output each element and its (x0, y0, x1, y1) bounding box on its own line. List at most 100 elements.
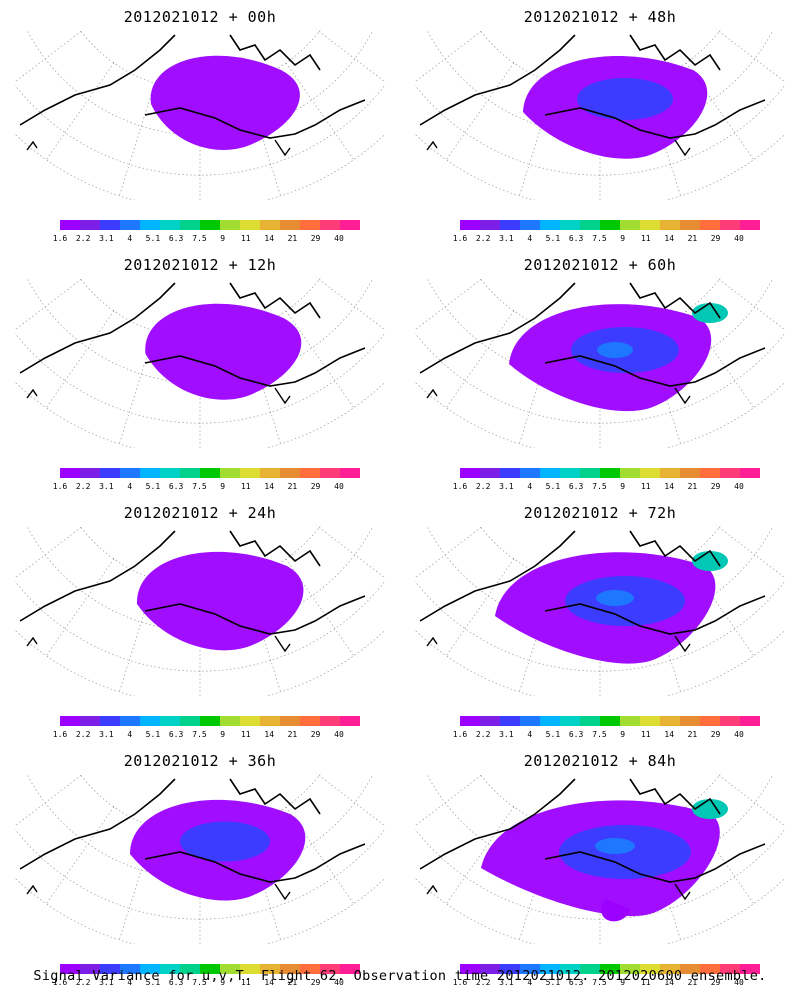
colorbar-tick-label: 21 (687, 978, 698, 987)
colorbar-swatch (160, 964, 180, 974)
variance-field-low (601, 899, 630, 922)
graticule-meridian (15, 278, 59, 280)
colorbar-tick-label: 6.3 (168, 234, 184, 243)
colorbar-swatch (540, 468, 560, 478)
colorbar-swatch (60, 220, 80, 230)
graticule-meridian (318, 31, 385, 83)
graticule-latitude (426, 526, 774, 632)
variance-field-low (150, 55, 300, 150)
colorbar-swatch (740, 468, 760, 478)
colorbar-swatch (520, 220, 540, 230)
colorbar-swatch (200, 220, 220, 230)
colorbar-tick-label: 29 (710, 234, 721, 243)
colorbar-swatch (720, 468, 740, 478)
colorbar-tick-label: 5.1 (145, 978, 161, 987)
coastline (26, 140, 38, 151)
coastline (274, 387, 291, 405)
coastline (419, 778, 576, 870)
colorbar-tick-label: 6.3 (568, 482, 584, 491)
panel-title: 2012021012 + 48h (523, 8, 677, 26)
colorbar-swatch (640, 716, 660, 726)
colorbar-swatch (740, 220, 760, 230)
colorbar-swatch (520, 468, 540, 478)
colorbar-tick-label: 9 (220, 730, 226, 739)
coastline (419, 282, 576, 374)
coastline (144, 347, 366, 387)
colorbar-swatch (700, 964, 720, 974)
colorbar-tick-label: 9 (620, 730, 626, 739)
colorbar-swatch (540, 964, 560, 974)
variance-field-high (692, 551, 728, 571)
panel-title: 2012021012 + 24h (123, 504, 277, 522)
colorbar-tick-label: 1.6 (452, 482, 468, 491)
colorbar-tick-label: 6.3 (168, 978, 184, 987)
colorbar-tick-label: 11 (240, 234, 251, 243)
graticule-meridian (445, 62, 515, 160)
graticule-meridian (741, 30, 785, 32)
colorbar-tick-label: 29 (710, 978, 721, 987)
graticule-meridian (341, 526, 385, 528)
colorbar-tick-label: 29 (310, 234, 321, 243)
graticule-meridian (15, 527, 82, 579)
colorbar-tick-label: 6.3 (568, 234, 584, 243)
coastline (229, 530, 321, 567)
colorbar-tick-label: 11 (640, 730, 651, 739)
colorbar-tick-label: 3.1 (99, 234, 114, 243)
colorbar-tick-label: 3.1 (499, 730, 514, 739)
colorbar-swatch (320, 716, 340, 726)
coastline (629, 530, 721, 567)
coastline (274, 139, 291, 157)
colorbar-tick-label: 29 (310, 730, 321, 739)
colorbar-swatch (280, 220, 300, 230)
graticule-meridian (318, 279, 385, 331)
colorbar-tick-label: 3.1 (99, 978, 114, 987)
map-panel: 2012021012 + 72h 1.6 2.2 3.1 4 5.1 6.3 7.5 9 11 14… (400, 496, 800, 744)
variance-field-low (145, 303, 302, 400)
colorbar-swatch (240, 964, 260, 974)
colorbar-tick-label: 7.5 (192, 730, 207, 739)
coastline (544, 347, 766, 387)
colorbar-tick-label: 5.1 (145, 730, 161, 739)
colorbar-tick-label: 14 (264, 482, 275, 491)
colorbar-tick-label: 2.2 (75, 730, 91, 739)
graticule-meridian (318, 527, 385, 579)
colorbar-ticks: 1.6 2.2 3.1 4 5.1 6.3 7.5 9 11 14 21 29 40 (453, 482, 760, 492)
polar-stereographic-map (15, 774, 385, 944)
graticule-latitude (26, 526, 374, 632)
colorbar-swatch (680, 220, 700, 230)
colorbar-tick-label: 14 (664, 730, 675, 739)
graticule-latitude (26, 278, 374, 384)
colorbar-tick-label: 4 (127, 730, 133, 739)
graticule-meridian (415, 278, 459, 280)
colorbar-swatch (580, 964, 600, 974)
colorbar-swatch (600, 964, 620, 974)
coastline (426, 884, 438, 895)
graticule-meridian (45, 558, 115, 656)
colorbar (460, 716, 760, 726)
colorbar-tick-label: 40 (734, 482, 744, 491)
colorbar-swatch (560, 964, 580, 974)
colorbar-tick-label: 7.5 (192, 234, 207, 243)
variance-field-high (692, 799, 728, 819)
colorbar-swatch (620, 468, 640, 478)
graticule-meridian (718, 279, 785, 331)
coastline (229, 282, 321, 319)
colorbar-swatch (160, 220, 180, 230)
colorbar-tick-label: 6.3 (568, 978, 584, 987)
colorbar-swatch (680, 964, 700, 974)
colorbar-swatch (540, 220, 560, 230)
colorbar-swatch (500, 468, 520, 478)
graticule-meridian (415, 279, 482, 331)
colorbar (60, 468, 360, 478)
colorbar-tick-label: 5.1 (545, 234, 561, 243)
colorbar-swatch (220, 468, 240, 478)
colorbar-tick-label: 11 (640, 978, 651, 987)
colorbar-swatch (520, 964, 540, 974)
variance-field-high (596, 590, 634, 606)
colorbar-tick-label: 11 (240, 482, 251, 491)
colorbar-swatch (520, 716, 540, 726)
map-panel: 2012021012 + 12h 1.6 2.2 3.1 4 5.1 6.3 7.5 9 11 14… (0, 248, 400, 496)
colorbar-tick-label: 2.2 (75, 234, 91, 243)
colorbar-tick-label: 2.2 (475, 730, 491, 739)
colorbar-tick-label: 3.1 (499, 234, 514, 243)
